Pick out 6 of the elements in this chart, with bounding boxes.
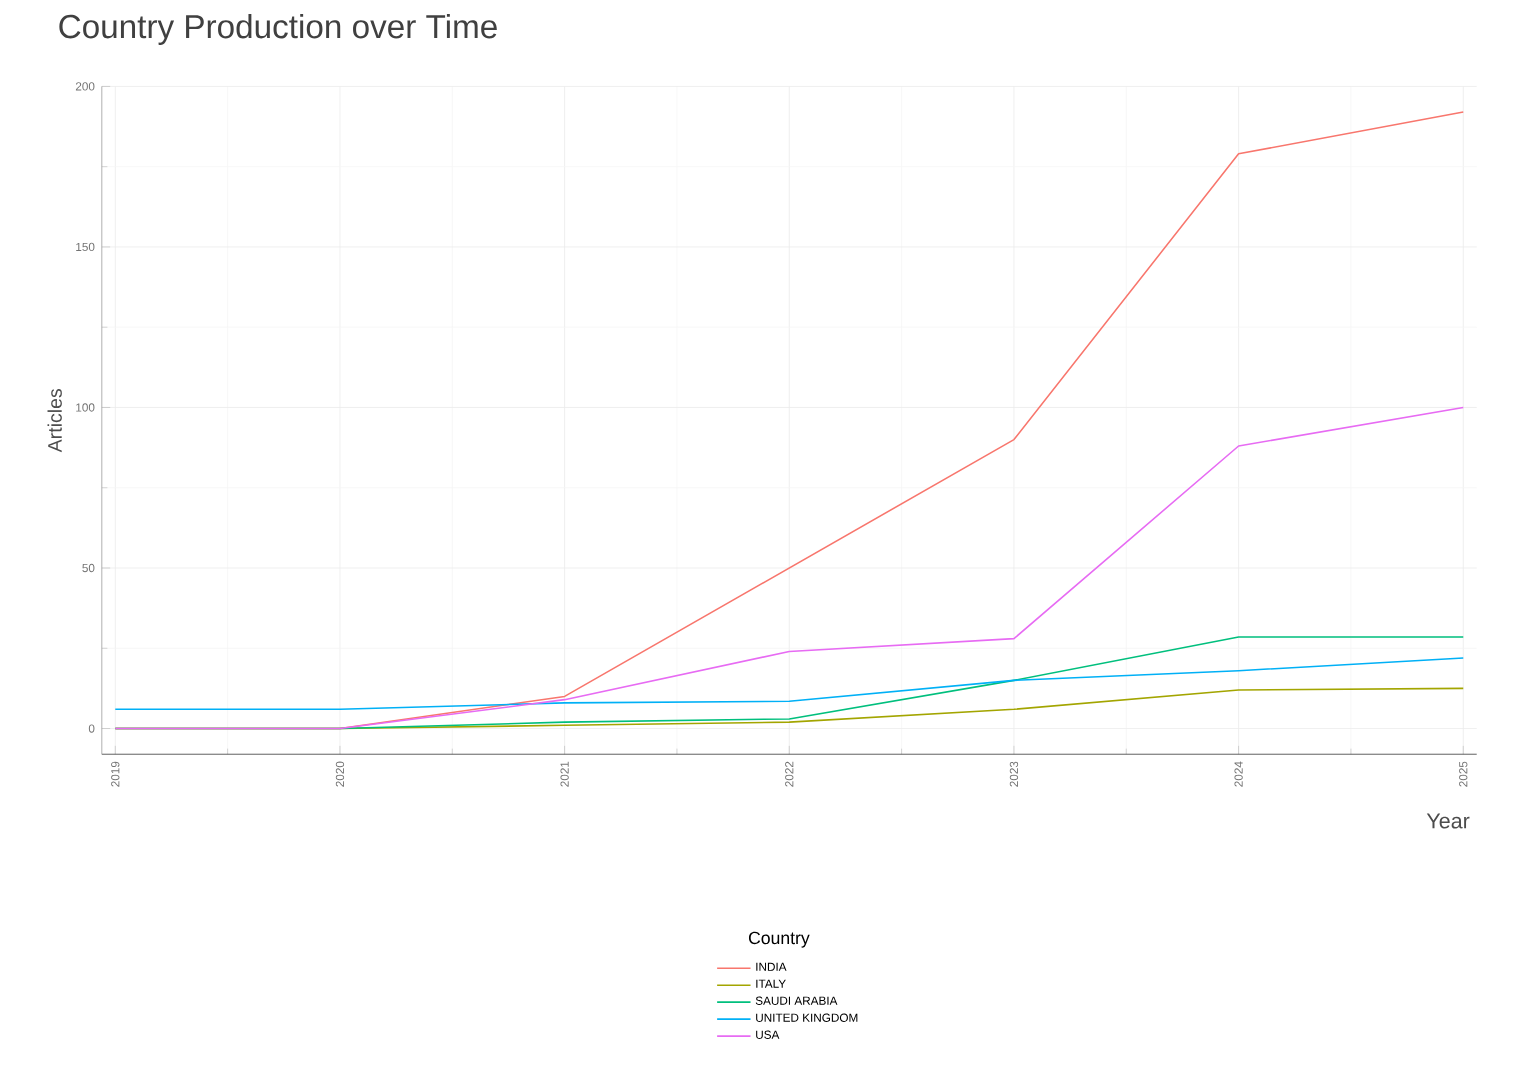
x-axis-title: Year (1426, 813, 1470, 829)
legend-title: Country (748, 931, 810, 948)
line-series (114, 406, 1465, 730)
line-series (114, 656, 1465, 710)
y-axis-title: Articles (47, 388, 62, 453)
chart-title: Country Production over Time (59, 13, 497, 45)
